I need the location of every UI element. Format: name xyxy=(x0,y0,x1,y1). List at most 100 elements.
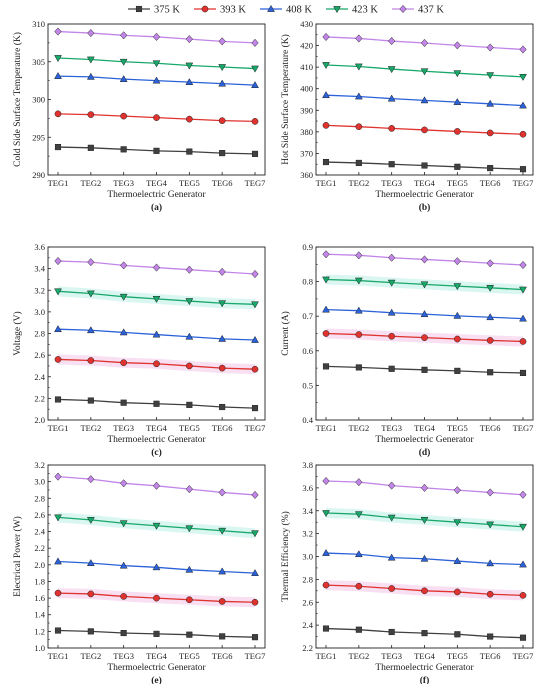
y-tick-label: 2.2 xyxy=(34,393,45,403)
y-tick-label: 3.0 xyxy=(34,307,45,317)
y-tick-label: 2.8 xyxy=(34,329,45,339)
y-tick-label: 3.2 xyxy=(302,529,313,539)
point-marker-3 xyxy=(420,255,429,264)
point-marker-5 xyxy=(219,633,226,640)
point-marker-4 xyxy=(185,485,193,494)
y-tick-label: 400 xyxy=(300,84,313,94)
x-tick-label: TEG7 xyxy=(245,423,266,433)
point-marker-5 xyxy=(218,364,226,372)
y-tick-label: 1.0 xyxy=(34,643,45,653)
series-393K xyxy=(322,122,527,138)
point-marker-0 xyxy=(54,396,62,403)
y-tick-label: 0.6 xyxy=(302,346,313,356)
point-marker-4 xyxy=(453,97,462,105)
y-tick-label: 3.0 xyxy=(34,477,45,487)
y-tick-label: 430 xyxy=(300,19,313,29)
point-marker-1 xyxy=(355,626,362,633)
x-tick-label: TEG4 xyxy=(414,178,436,188)
point-marker-5 xyxy=(218,334,227,342)
x-axis-label: Thermoelectric Generator xyxy=(375,663,474,673)
point-marker-6 xyxy=(519,490,527,499)
y-tick-label: 2.6 xyxy=(34,510,45,520)
y-tick-label: 2.2 xyxy=(302,643,313,653)
point-marker-2 xyxy=(387,514,396,522)
x-tick-label: TEG4 xyxy=(146,178,168,188)
x-tick-label: TEG2 xyxy=(348,651,369,661)
point-marker-5 xyxy=(218,300,227,308)
series-408K xyxy=(322,91,527,109)
point-marker-2 xyxy=(388,36,396,46)
point-marker-4 xyxy=(186,148,193,155)
y-tick-label: 300 xyxy=(32,95,45,105)
point-marker-2 xyxy=(388,628,395,636)
point-marker-2 xyxy=(388,125,396,132)
chart-panel-3: 0.4 0.5 0.6 0.7 0.8 0.9 TEG1 TEG2 TEG3 TEG4 TEG5 TE… xyxy=(280,242,534,458)
y-tick-label: 310 xyxy=(32,19,45,29)
point-marker-6 xyxy=(251,150,259,157)
y-tick-label: 370 xyxy=(300,148,313,158)
point-marker-1 xyxy=(355,364,362,371)
point-marker-5 xyxy=(218,267,226,276)
point-marker-2 xyxy=(388,585,396,592)
point-marker-1 xyxy=(87,590,95,598)
y-tick-label: 3.8 xyxy=(302,460,313,470)
point-marker-3 xyxy=(421,126,428,134)
x-tick-label: TEG2 xyxy=(80,423,101,433)
point-marker-1 xyxy=(86,72,95,80)
legend-label: 437 K xyxy=(418,5,444,16)
point-marker-4 xyxy=(185,565,194,573)
x-tick-label: TEG2 xyxy=(80,651,101,661)
point-marker-5 xyxy=(218,567,227,575)
point-marker-0 xyxy=(322,625,330,632)
series-437K xyxy=(322,250,527,270)
point-marker-5 xyxy=(218,117,226,124)
point-marker-2 xyxy=(120,112,128,120)
point-marker-2 xyxy=(387,279,396,287)
y-tick-label: 3.0 xyxy=(302,552,313,562)
series-437K xyxy=(54,472,259,500)
point-marker-4 xyxy=(453,588,461,596)
legend-item-1: 393 K xyxy=(194,5,246,16)
point-marker-6 xyxy=(251,634,259,641)
series-437K xyxy=(322,476,527,499)
series-375K xyxy=(54,144,259,157)
point-marker-5 xyxy=(218,37,226,46)
point-marker-6 xyxy=(519,523,527,531)
point-marker-4 xyxy=(185,78,194,85)
point-marker-6 xyxy=(519,166,527,173)
panel-label: (a) xyxy=(151,202,162,213)
point-marker-3 xyxy=(420,554,429,562)
point-marker-2 xyxy=(387,553,396,561)
y-axis-label: Electrical Power (W) xyxy=(12,516,23,597)
x-axis-label: Thermoelectric Generator xyxy=(107,190,206,200)
point-marker-1 xyxy=(354,550,363,558)
point-marker-0 xyxy=(322,159,330,166)
y-tick-label: 290 xyxy=(32,170,45,180)
point-marker-3 xyxy=(153,147,160,154)
x-tick-label: TEG5 xyxy=(447,178,468,188)
point-marker-1 xyxy=(87,397,94,404)
x-tick-label: TEG2 xyxy=(348,178,369,188)
point-marker-2 xyxy=(120,479,128,488)
y-tick-label: 3.2 xyxy=(34,460,45,470)
point-marker-4 xyxy=(453,335,461,343)
point-marker-1 xyxy=(354,92,363,100)
point-marker-6 xyxy=(519,314,527,322)
y-tick-label: 2.8 xyxy=(302,574,313,584)
point-marker-6 xyxy=(519,101,527,109)
point-marker-4 xyxy=(186,401,193,408)
point-marker-6 xyxy=(251,65,259,73)
point-marker-2 xyxy=(120,593,128,600)
point-marker-5 xyxy=(486,313,495,321)
point-marker-5 xyxy=(486,590,494,598)
point-marker-2 xyxy=(119,520,128,528)
point-marker-6 xyxy=(519,369,527,376)
point-marker-3 xyxy=(153,360,160,368)
series-393K xyxy=(322,330,527,345)
point-marker-0 xyxy=(322,250,330,259)
y-tick-label: 2.6 xyxy=(34,350,45,360)
point-marker-5 xyxy=(486,337,494,344)
point-marker-3 xyxy=(153,594,160,602)
series-375K xyxy=(54,396,259,412)
point-marker-3 xyxy=(420,281,429,289)
